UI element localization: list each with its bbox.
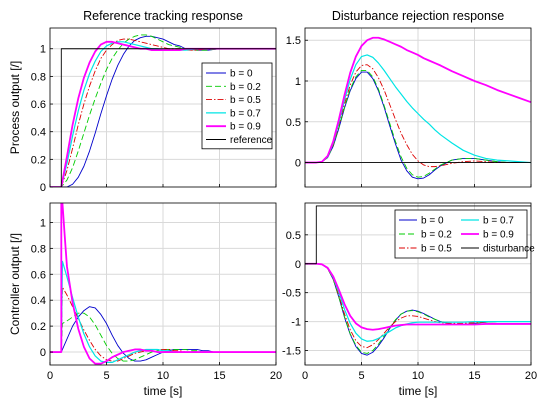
- panel-tr: 0 0.5 1 1.5 Disturbance rejection response: [286, 9, 532, 188]
- legend-label: reference: [230, 135, 273, 146]
- series-line-reference: [50, 48, 276, 187]
- x-tick-label: 0: [302, 370, 308, 382]
- x-tick-label: 5: [358, 370, 364, 382]
- y-tick-label: 1.5: [286, 35, 301, 47]
- x-axis-label: time [s]: [144, 384, 183, 398]
- legend-box: [201, 62, 273, 150]
- y-tick-label: 0.2: [31, 154, 46, 166]
- series-line-b-0-7: [305, 263, 531, 342]
- y-tick-label: 0.2: [31, 321, 46, 333]
- chart-title: Disturbance rejection response: [332, 9, 504, 23]
- chart-title: Reference tracking response: [83, 9, 243, 23]
- y-tick-label: 1: [295, 76, 301, 88]
- series-line-b-0-2: [305, 69, 531, 178]
- series-line-b-0-5: [305, 263, 531, 349]
- y-tick-label: 0: [40, 347, 46, 359]
- legend-label: b = 0: [421, 216, 444, 227]
- x-tick-label: 5: [103, 370, 109, 382]
- x-tick-label: 15: [468, 370, 480, 382]
- legend-label: b = 0.7: [230, 108, 261, 119]
- x-axis-label: time [s]: [399, 384, 438, 398]
- y-tick-label: -1: [291, 317, 301, 329]
- y-axis-label: Controller output [/]: [8, 233, 22, 335]
- x-tick-label: 10: [412, 370, 424, 382]
- legend-label: disturbance: [483, 244, 535, 255]
- series-line-b-0-2: [305, 263, 531, 354]
- y-tick-label: 0.6: [31, 269, 46, 281]
- series-line-b-0-5: [305, 64, 531, 168]
- series-line-b-0-9: [50, 203, 276, 365]
- y-tick-label: -0.5: [282, 288, 301, 300]
- x-tick-label: 20: [270, 370, 282, 382]
- y-tick-label: 0: [295, 259, 301, 271]
- y-tick-label: 0.5: [286, 230, 301, 242]
- legend-label: b = 0.7: [483, 216, 514, 227]
- legend-label: b = 0.2: [421, 230, 452, 241]
- y-tick-label: -1.5: [282, 346, 301, 358]
- y-tick-label: 0.8: [31, 71, 46, 83]
- y-tick-label: 0.5: [286, 117, 301, 129]
- legend-label: b = 0.9: [483, 230, 514, 241]
- legend-label: b = 0.5: [230, 95, 261, 106]
- y-tick-label: 0: [295, 158, 301, 170]
- series-line-b-0-9: [305, 36, 531, 164]
- y-tick-label: 0.4: [31, 127, 46, 139]
- y-tick-label: 0.6: [31, 99, 46, 111]
- y-axis-label: Process output [/]: [8, 61, 22, 154]
- legend: b = 0 b = 0.2 b = 0.5 b = 0.7 b = 0.9 referen…: [201, 62, 273, 150]
- x-tick-label: 20: [525, 370, 537, 382]
- y-tick-label: 0.8: [31, 243, 46, 255]
- panel-tl: 0 0.2 0.4 0.6 0.8 1 Reference tracking respons…: [8, 9, 277, 194]
- series-line-b-0-5: [50, 38, 276, 187]
- y-tick-label: 1: [40, 217, 46, 229]
- legend-label: b = 0.9: [230, 122, 261, 133]
- x-tick-label: 0: [47, 370, 53, 382]
- legend: b = 0 b = 0.2 b = 0.5 b = 0.7 b = 0.9 disturb…: [394, 209, 535, 259]
- y-tick-label: 0.4: [31, 295, 46, 307]
- series-line-disturbance: [305, 205, 531, 265]
- legend-label: b = 0.2: [230, 82, 261, 93]
- series-line-b-0-2: [50, 34, 276, 187]
- x-tick-label: 15: [213, 370, 225, 382]
- x-tick-label: 10: [157, 370, 169, 382]
- legend-label: b = 0.5: [421, 244, 452, 255]
- y-tick-label: 1: [40, 44, 46, 56]
- series-line-b-0-9: [305, 262, 531, 331]
- legend-label: b = 0: [230, 69, 253, 80]
- y-tick-label: 0: [40, 182, 46, 194]
